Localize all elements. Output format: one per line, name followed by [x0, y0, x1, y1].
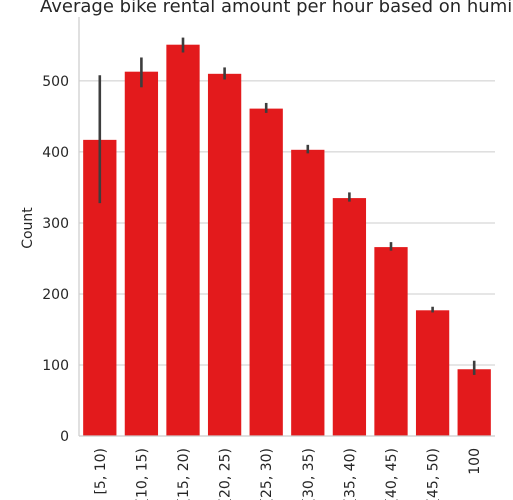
y-tick-label: 200: [42, 287, 69, 303]
bar: [207, 73, 242, 436]
bar: [415, 310, 450, 436]
x-tick-label: [20, 25): [218, 448, 234, 500]
y-tick-labels: 0 100 200 300 400 500: [42, 74, 69, 445]
x-tick-label: [15, 20): [176, 448, 192, 500]
bar: [374, 247, 408, 436]
y-tick-label: 100: [42, 358, 69, 374]
x-tick-label: 100: [467, 448, 483, 475]
axes: [78, 17, 495, 437]
bar: [332, 198, 367, 436]
error-bars: [98, 37, 476, 375]
y-tick-label: 400: [42, 145, 69, 161]
y-tick-label: 0: [60, 429, 69, 445]
bar: [249, 108, 283, 436]
x-tick-label: [25, 30): [259, 448, 275, 500]
x-tick-label: [30, 35): [301, 448, 317, 500]
chart-title: Average bike rental amount per hour base…: [40, 0, 513, 17]
x-tick-label: [45, 50): [426, 448, 442, 500]
y-axis-label: Count: [20, 207, 36, 249]
bar: [457, 369, 491, 436]
y-tick-label: 300: [42, 216, 69, 232]
x-tick-label: [10, 15): [134, 448, 150, 500]
x-tick-label: [35, 40): [342, 448, 358, 500]
x-tick-labels: [5, 10) [10, 15) [15, 20) [20, 25) [25, 30) […: [93, 448, 483, 500]
bar: [291, 149, 325, 436]
y-tick-label: 500: [42, 74, 69, 90]
bar: [124, 71, 159, 437]
x-tick-label: [40, 45): [384, 448, 400, 500]
x-tick-label: [5, 10): [93, 448, 109, 495]
bars: [83, 44, 491, 437]
bar: [166, 44, 200, 437]
